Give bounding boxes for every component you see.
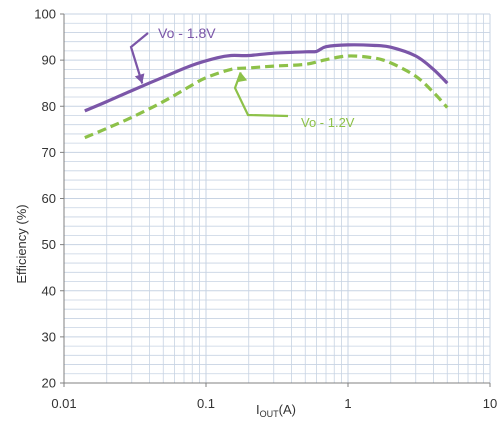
x-tick-label: 10 [483,396,497,411]
x-tick-label: 0.1 [197,396,215,411]
y-tick-label: 100 [34,7,56,22]
annotation-arrow-vo-1p8v [129,32,149,84]
annotation-label-vo-1p8v: Vo - 1.8V [158,25,216,41]
series-line-vo-1p8v [84,43,449,113]
y-tick-label: 90 [42,53,56,68]
x-axis-label-main: I [256,402,260,417]
y-tick-label: 20 [42,376,56,391]
axes: 20 30 40 50 60 70 80 90 100 0.01 0.1 1 10 [34,7,497,412]
x-axis-label: IOUT(A) [256,402,296,419]
grid [63,13,491,384]
series-layer [84,43,449,140]
y-tick-label: 80 [42,99,56,114]
x-axis-label-sub: OUT [260,409,280,419]
x-tick-label: 0.01 [51,396,76,411]
y-tick-label: 50 [42,237,56,252]
annotations: Vo - 1.8V Vo - 1.2V [129,25,355,130]
y-tick-label: 30 [42,329,56,344]
series-line-vo-1p2v [84,54,449,140]
annotation-arrowhead-vo-1p8v [134,73,145,84]
y-tick-label: 60 [42,191,56,206]
x-tick-label: 1 [344,396,351,411]
y-tick-label: 40 [42,283,56,298]
annotation-arrow-vo-1p2v [233,71,289,118]
annotation-label-vo-1p2v: Vo - 1.2V [301,115,355,130]
y-axis-label: Efficiency (%) [14,204,29,283]
y-tick-label: 70 [42,145,56,160]
annotation-arrowhead-vo-1p2v [237,72,248,83]
x-axis-label-unit: (A) [279,402,296,417]
